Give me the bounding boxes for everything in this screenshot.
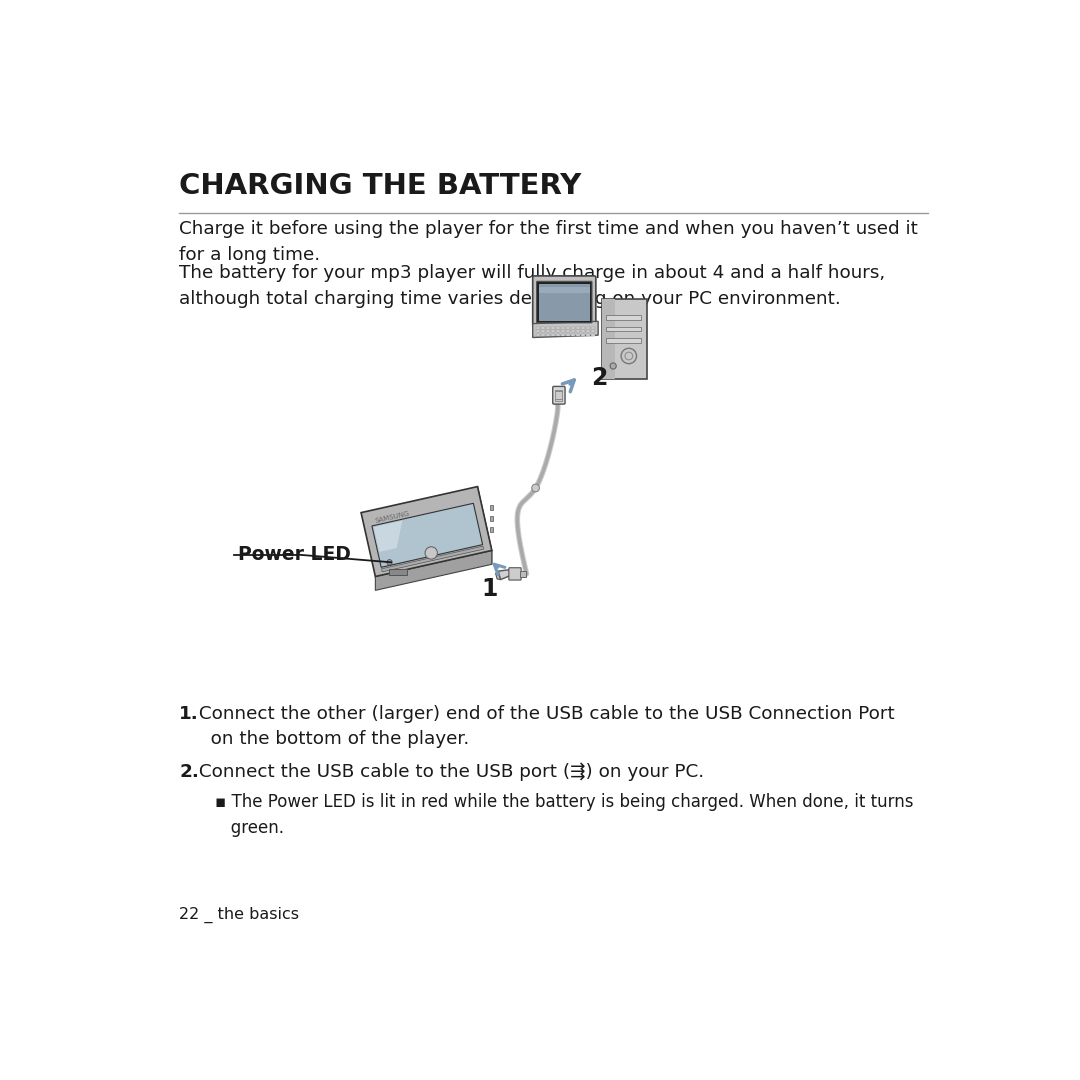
Bar: [536, 334, 540, 336]
Bar: [566, 334, 570, 336]
Bar: [581, 327, 585, 329]
Bar: [566, 327, 570, 329]
FancyBboxPatch shape: [509, 568, 522, 580]
Bar: [606, 315, 642, 320]
Bar: [581, 330, 585, 333]
Bar: [545, 334, 550, 336]
Bar: [555, 390, 563, 401]
Text: 1: 1: [482, 578, 498, 602]
Text: Charge it before using the player for the first time and when you haven’t used i: Charge it before using the player for th…: [179, 220, 918, 265]
Bar: [551, 327, 555, 329]
Bar: [490, 516, 494, 521]
Bar: [536, 327, 540, 329]
Polygon shape: [498, 569, 511, 580]
FancyBboxPatch shape: [532, 275, 596, 327]
Text: Connect the USB cable to the USB port (⇶) on your PC.: Connect the USB cable to the USB port (⇶…: [193, 762, 704, 781]
Circle shape: [531, 484, 539, 491]
Bar: [591, 327, 595, 329]
Bar: [545, 330, 550, 333]
Bar: [536, 330, 540, 333]
Bar: [571, 327, 575, 329]
FancyBboxPatch shape: [537, 281, 592, 323]
Bar: [576, 327, 580, 329]
Bar: [585, 327, 590, 329]
Polygon shape: [532, 322, 598, 337]
Text: 2: 2: [591, 366, 608, 390]
Text: SAMSUNG: SAMSUNG: [374, 511, 409, 525]
Bar: [556, 330, 561, 333]
FancyBboxPatch shape: [602, 298, 647, 379]
Bar: [591, 330, 595, 333]
Polygon shape: [477, 487, 491, 565]
Bar: [541, 330, 545, 333]
Bar: [389, 569, 407, 575]
Text: ▪ The Power LED is lit in red while the battery is being charged. When done, it : ▪ The Power LED is lit in red while the …: [215, 794, 914, 837]
Bar: [566, 330, 570, 333]
Bar: [576, 334, 580, 336]
Bar: [585, 330, 590, 333]
Bar: [556, 334, 561, 336]
Polygon shape: [374, 521, 403, 552]
Text: Power LED: Power LED: [238, 545, 351, 564]
Polygon shape: [361, 487, 491, 577]
FancyBboxPatch shape: [539, 284, 590, 321]
Polygon shape: [496, 571, 500, 580]
Bar: [561, 334, 565, 336]
Bar: [519, 571, 526, 577]
Bar: [576, 330, 580, 333]
Bar: [551, 330, 555, 333]
Bar: [545, 327, 550, 329]
Bar: [581, 334, 585, 336]
Circle shape: [610, 363, 617, 369]
Circle shape: [426, 546, 437, 559]
Polygon shape: [376, 551, 491, 591]
Bar: [490, 505, 494, 510]
FancyBboxPatch shape: [553, 387, 565, 404]
Text: CHARGING THE BATTERY: CHARGING THE BATTERY: [179, 172, 581, 200]
Bar: [571, 330, 575, 333]
Bar: [606, 327, 642, 332]
Bar: [561, 327, 565, 329]
Circle shape: [387, 559, 392, 565]
Bar: [585, 334, 590, 336]
Bar: [539, 286, 590, 293]
Text: 1.: 1.: [179, 705, 199, 723]
Text: Connect the other (larger) end of the USB cable to the USB Connection Port
   on: Connect the other (larger) end of the US…: [193, 705, 895, 748]
Bar: [561, 330, 565, 333]
Bar: [602, 298, 616, 379]
Polygon shape: [381, 546, 484, 571]
Polygon shape: [372, 503, 483, 567]
Bar: [541, 334, 545, 336]
Bar: [551, 334, 555, 336]
Bar: [556, 327, 561, 329]
Text: 2.: 2.: [179, 762, 199, 781]
Bar: [571, 334, 575, 336]
Bar: [541, 327, 545, 329]
Text: The battery for your mp3 player will fully charge in about 4 and a half hours,
a: The battery for your mp3 player will ful…: [179, 265, 886, 308]
Bar: [490, 527, 494, 532]
Bar: [591, 334, 595, 336]
Bar: [606, 338, 642, 342]
Text: 22 _ the basics: 22 _ the basics: [179, 906, 299, 922]
